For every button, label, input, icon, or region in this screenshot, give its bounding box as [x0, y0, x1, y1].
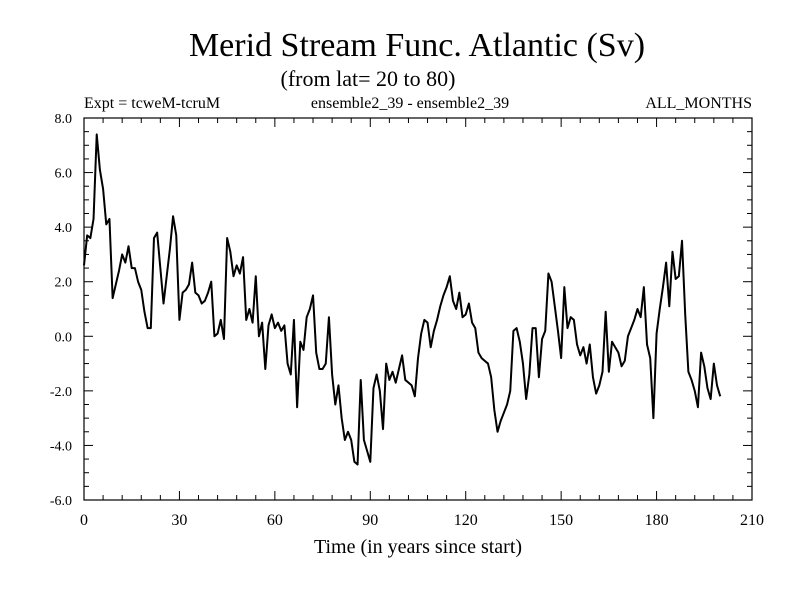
x-tick-labels: 0 30 60 90 120 150 180 210	[80, 512, 764, 529]
y-tick-label: 0.0	[55, 330, 73, 345]
plot-frame	[83, 117, 753, 501]
experiment-label: Expt = tcweM-tcruM	[84, 95, 220, 112]
series-line	[83, 133, 722, 466]
x-axis-label: Time (in years since start)	[314, 536, 522, 558]
x-tick-label: 30	[171, 512, 187, 529]
y-tick-label: 8.0	[55, 112, 73, 127]
chart-title: Merid Stream Func. Atlantic (Sv)	[189, 27, 645, 64]
x-tick-label: 180	[645, 512, 669, 529]
y-tick-label: -4.0	[50, 439, 72, 454]
y-tick-label: -2.0	[50, 385, 72, 400]
ensemble-label: ensemble2_39 - ensemble2_39	[311, 95, 509, 112]
x-tick-label: 90	[362, 512, 378, 529]
x-tick-label: 120	[454, 512, 478, 529]
y-tick-label: -6.0	[50, 494, 72, 509]
x-tick-label: 150	[549, 512, 573, 529]
y-tick-label: 2.0	[55, 276, 73, 291]
months-label: ALL_MONTHS	[645, 95, 752, 112]
y-tick-label: 4.0	[55, 221, 73, 236]
y-tick-label: 6.0	[55, 167, 73, 182]
x-tick-label: 210	[740, 512, 764, 529]
x-tick-label: 0	[80, 512, 88, 529]
chart-subtitle: (from lat= 20 to 80)	[281, 66, 456, 91]
y-tick-labels: -6.0 -4.0 -2.0 0.0 2.0 4.0 6.0 8.0	[50, 112, 72, 509]
x-tick-label: 60	[267, 512, 283, 529]
